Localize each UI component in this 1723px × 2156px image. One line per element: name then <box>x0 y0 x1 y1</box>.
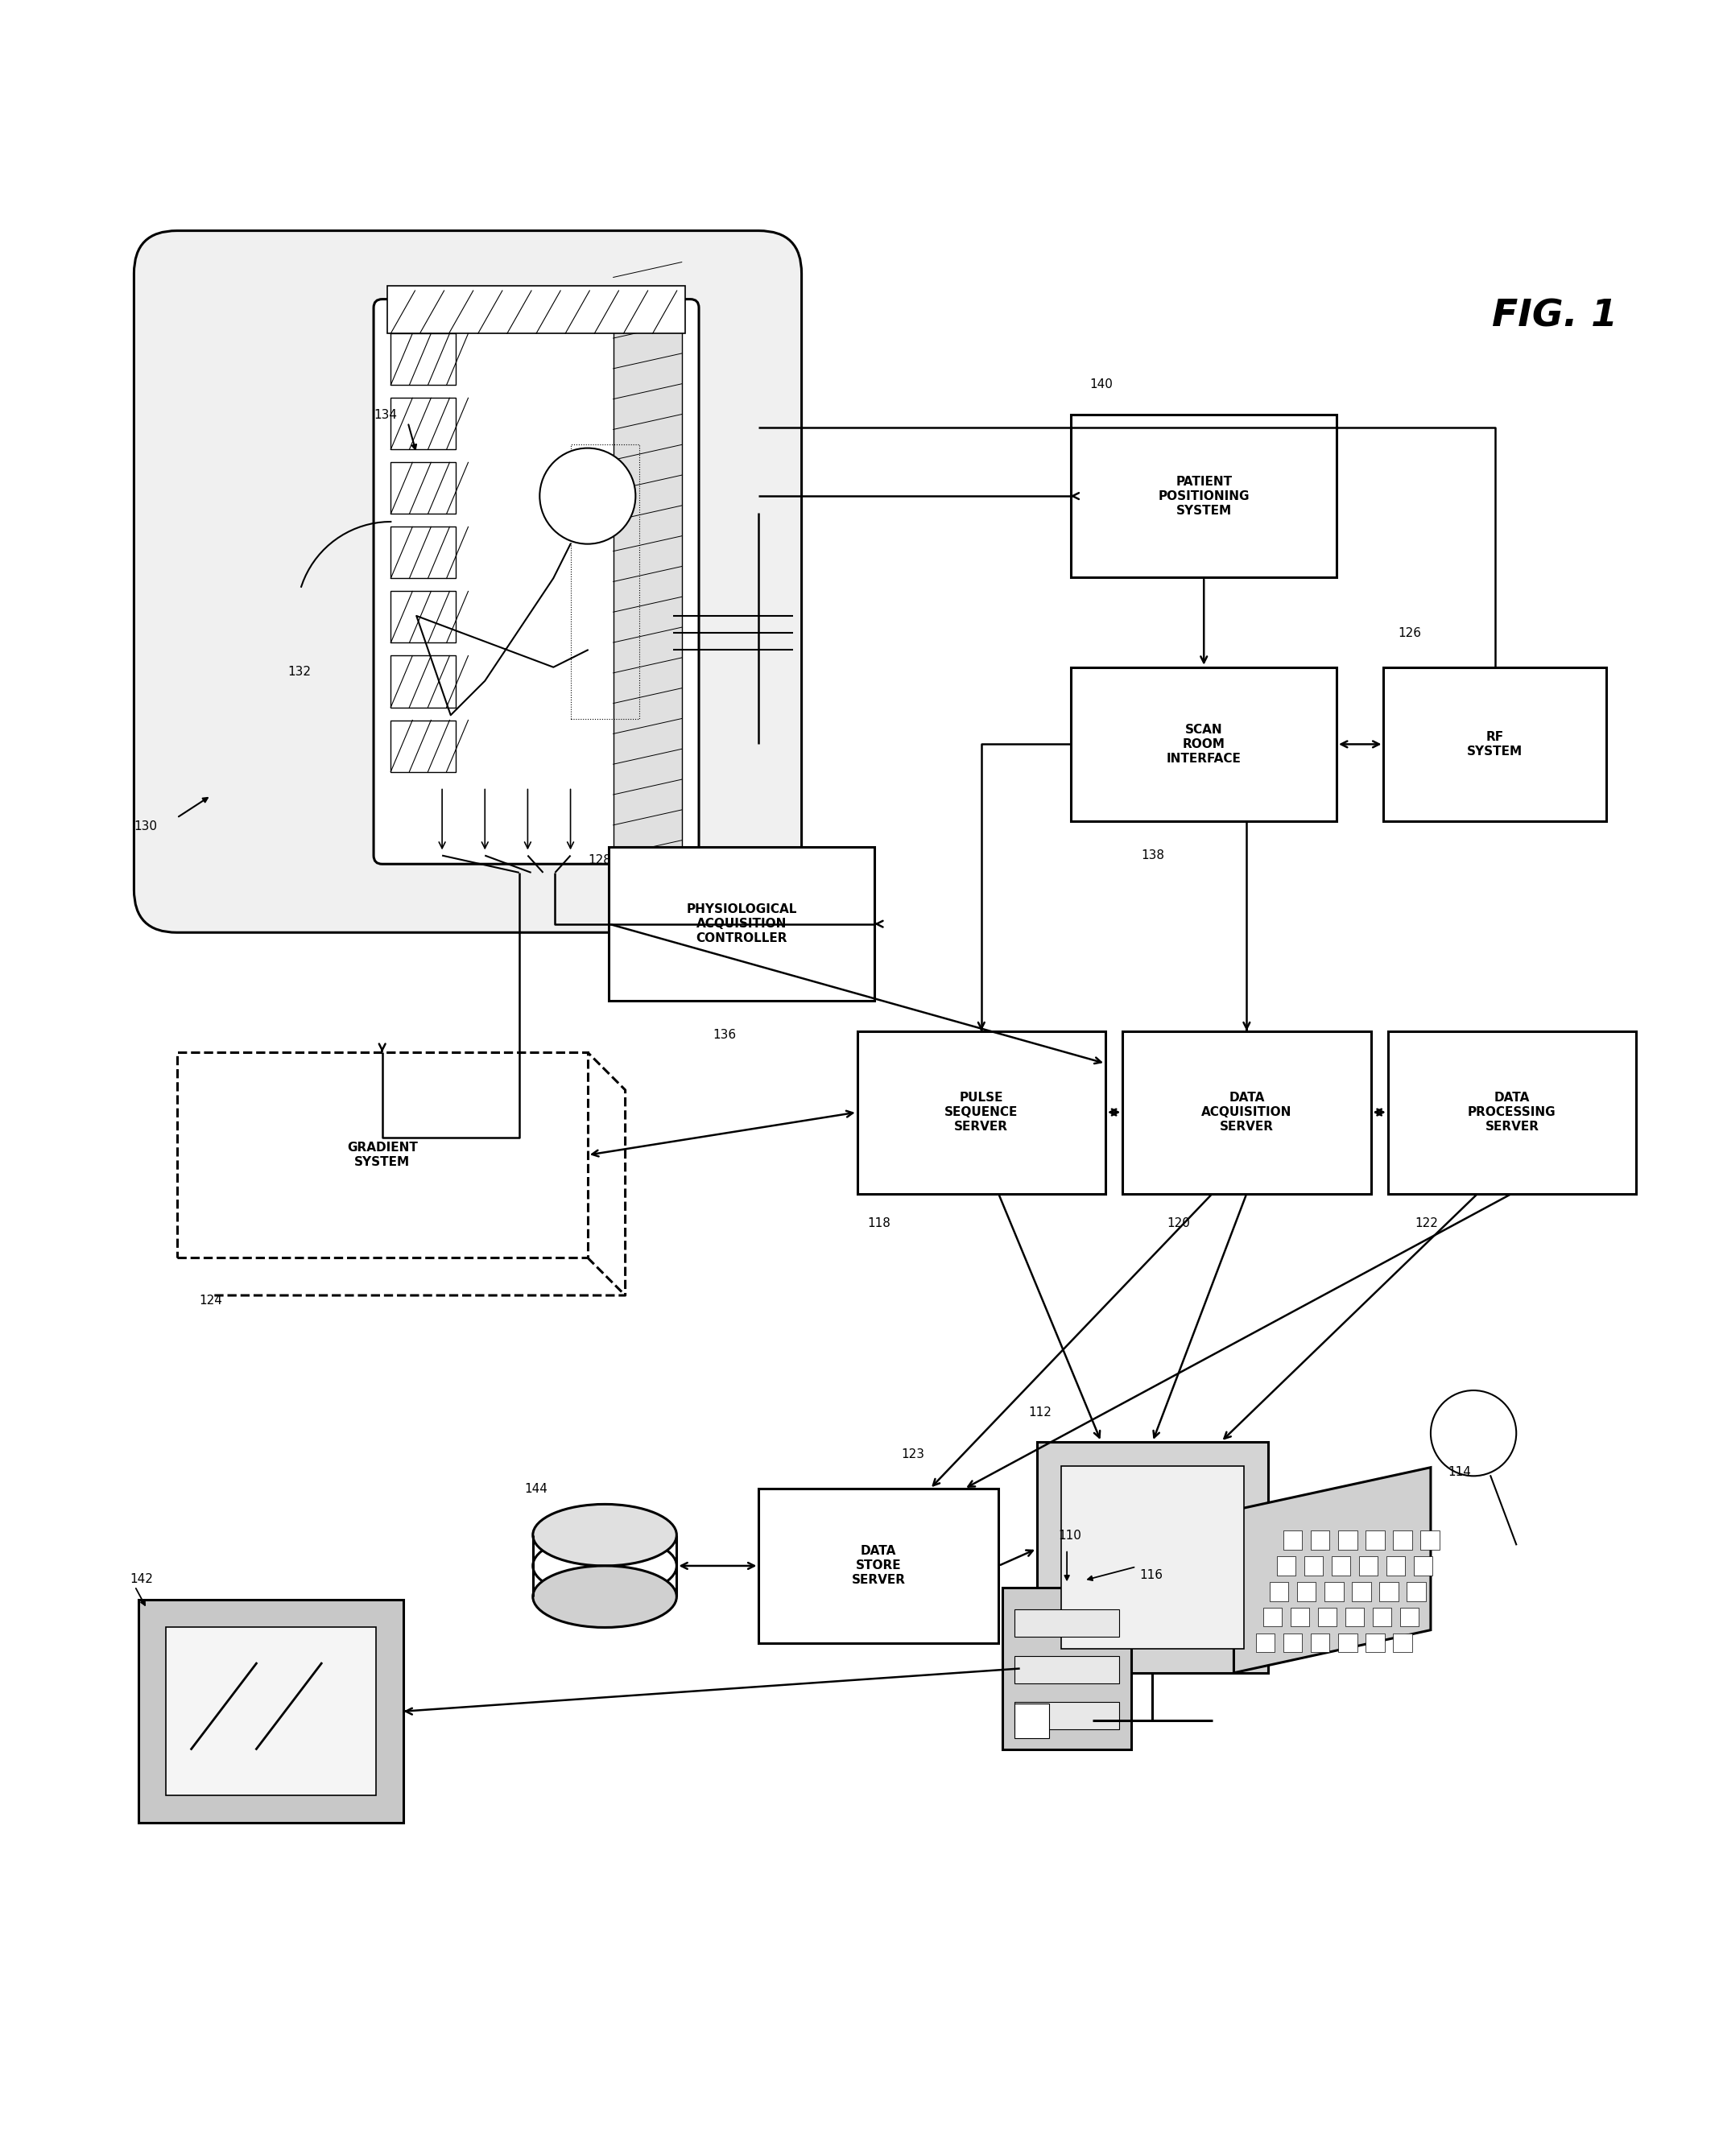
FancyBboxPatch shape <box>1373 1608 1390 1626</box>
FancyBboxPatch shape <box>1015 1656 1120 1684</box>
FancyBboxPatch shape <box>1015 1701 1120 1729</box>
Text: 134: 134 <box>374 410 396 420</box>
FancyBboxPatch shape <box>1263 1608 1282 1626</box>
FancyBboxPatch shape <box>1277 1557 1296 1576</box>
Bar <box>613 308 682 856</box>
FancyBboxPatch shape <box>1392 1531 1411 1550</box>
FancyBboxPatch shape <box>1256 1634 1275 1651</box>
Bar <box>391 461 457 513</box>
FancyBboxPatch shape <box>1420 1531 1439 1550</box>
FancyBboxPatch shape <box>1311 1634 1330 1651</box>
FancyBboxPatch shape <box>858 1031 1106 1194</box>
Text: 122: 122 <box>1415 1218 1439 1229</box>
FancyBboxPatch shape <box>165 1628 376 1796</box>
FancyBboxPatch shape <box>1072 666 1337 821</box>
Text: 124: 124 <box>200 1294 222 1307</box>
Text: 112: 112 <box>1029 1406 1051 1419</box>
FancyBboxPatch shape <box>1304 1557 1323 1576</box>
FancyBboxPatch shape <box>1387 1557 1404 1576</box>
FancyBboxPatch shape <box>134 231 801 934</box>
Bar <box>391 334 457 386</box>
Text: DATA
PROCESSING
SERVER: DATA PROCESSING SERVER <box>1468 1091 1556 1132</box>
FancyBboxPatch shape <box>1270 1583 1289 1602</box>
Text: PULSE
SEQUENCE
SERVER: PULSE SEQUENCE SERVER <box>944 1091 1018 1132</box>
Text: 126: 126 <box>1397 627 1421 638</box>
Bar <box>391 399 457 448</box>
Text: 114: 114 <box>1447 1466 1471 1479</box>
Bar <box>388 285 686 334</box>
FancyBboxPatch shape <box>1406 1583 1425 1602</box>
Text: DATA
ACQUISITION
SERVER: DATA ACQUISITION SERVER <box>1201 1091 1292 1132</box>
FancyBboxPatch shape <box>758 1490 998 1643</box>
FancyBboxPatch shape <box>1291 1608 1309 1626</box>
FancyBboxPatch shape <box>1123 1031 1372 1194</box>
FancyBboxPatch shape <box>1318 1608 1337 1626</box>
FancyBboxPatch shape <box>1297 1583 1316 1602</box>
Text: 138: 138 <box>1141 849 1165 862</box>
FancyBboxPatch shape <box>1325 1583 1344 1602</box>
FancyBboxPatch shape <box>1339 1531 1358 1550</box>
Text: 120: 120 <box>1166 1218 1191 1229</box>
Bar <box>391 526 457 578</box>
FancyBboxPatch shape <box>1311 1531 1330 1550</box>
Bar <box>391 655 457 707</box>
Text: 144: 144 <box>524 1483 548 1494</box>
Text: 128: 128 <box>588 854 612 867</box>
FancyBboxPatch shape <box>177 1052 588 1257</box>
FancyBboxPatch shape <box>1384 666 1606 821</box>
FancyBboxPatch shape <box>1346 1608 1365 1626</box>
FancyBboxPatch shape <box>374 300 700 865</box>
FancyBboxPatch shape <box>1366 1531 1385 1550</box>
Text: PHYSIOLOGICAL
ACQUISITION
CONTROLLER: PHYSIOLOGICAL ACQUISITION CONTROLLER <box>686 903 798 944</box>
Text: 142: 142 <box>129 1574 153 1585</box>
Ellipse shape <box>532 1565 677 1628</box>
FancyBboxPatch shape <box>1061 1466 1244 1649</box>
FancyBboxPatch shape <box>1392 1634 1411 1651</box>
Circle shape <box>539 448 636 543</box>
FancyBboxPatch shape <box>1359 1557 1378 1576</box>
FancyBboxPatch shape <box>1389 1031 1637 1194</box>
FancyBboxPatch shape <box>1399 1608 1418 1626</box>
Text: 123: 123 <box>901 1449 925 1460</box>
Text: 130: 130 <box>134 819 157 832</box>
FancyBboxPatch shape <box>1339 1634 1358 1651</box>
FancyBboxPatch shape <box>1015 1703 1049 1738</box>
FancyBboxPatch shape <box>1284 1634 1303 1651</box>
FancyBboxPatch shape <box>1003 1587 1130 1751</box>
Text: 116: 116 <box>1139 1570 1163 1580</box>
Text: 118: 118 <box>867 1218 891 1229</box>
FancyBboxPatch shape <box>1413 1557 1432 1576</box>
Text: 132: 132 <box>288 666 312 679</box>
FancyBboxPatch shape <box>138 1600 403 1822</box>
FancyBboxPatch shape <box>1015 1611 1120 1636</box>
FancyBboxPatch shape <box>1332 1557 1351 1576</box>
Bar <box>391 720 457 772</box>
Text: 110: 110 <box>1058 1529 1082 1542</box>
Text: 140: 140 <box>1089 379 1113 390</box>
Text: SCAN
ROOM
INTERFACE: SCAN ROOM INTERFACE <box>1166 724 1241 765</box>
Ellipse shape <box>532 1505 677 1565</box>
Text: PATIENT
POSITIONING
SYSTEM: PATIENT POSITIONING SYSTEM <box>1158 476 1249 517</box>
FancyBboxPatch shape <box>1037 1442 1268 1673</box>
FancyBboxPatch shape <box>1380 1583 1397 1602</box>
Polygon shape <box>1234 1468 1430 1673</box>
FancyBboxPatch shape <box>608 847 874 1000</box>
Text: 136: 136 <box>713 1028 736 1041</box>
Text: FIG. 1: FIG. 1 <box>1492 298 1618 334</box>
FancyBboxPatch shape <box>1353 1583 1372 1602</box>
Bar <box>391 591 457 642</box>
FancyBboxPatch shape <box>1072 414 1337 578</box>
FancyBboxPatch shape <box>1366 1634 1385 1651</box>
FancyBboxPatch shape <box>1284 1531 1303 1550</box>
Text: RF
SYSTEM: RF SYSTEM <box>1466 731 1523 757</box>
Text: DATA
STORE
SERVER: DATA STORE SERVER <box>851 1546 906 1587</box>
Text: GRADIENT
SYSTEM: GRADIENT SYSTEM <box>346 1143 417 1169</box>
